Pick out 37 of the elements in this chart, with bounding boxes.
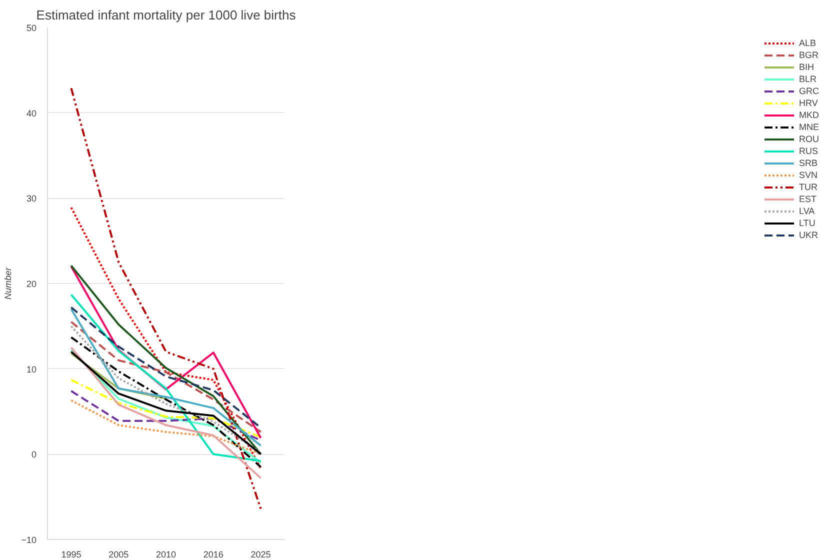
y-tick-label: 0	[31, 450, 37, 460]
legend-label: SRB	[799, 157, 819, 169]
y-tick-label: 10	[26, 364, 37, 374]
y-tick-label: 20	[26, 279, 37, 289]
line-series	[70, 378, 262, 438]
line-series	[70, 294, 262, 462]
legend-label: ALB	[799, 37, 818, 49]
y-tick-label: 30	[26, 194, 37, 204]
legend-label: LTU	[799, 217, 816, 229]
legend-label: BIH	[799, 61, 816, 73]
legend-label: EST	[799, 193, 818, 205]
legend-label: UKR	[799, 229, 819, 241]
line-series	[70, 206, 262, 470]
y-tick-label: 50	[26, 23, 37, 33]
legend-label: BGR	[799, 49, 819, 61]
x-tick-label: 1995	[61, 550, 82, 560]
legend-label: HRV	[799, 97, 819, 109]
legend-label: MKD	[799, 109, 819, 121]
chart-title: Estimated infant mortality per 1000 live births	[36, 8, 296, 22]
x-tick-label: 2016	[203, 550, 224, 560]
y-tick-label: 40	[26, 108, 37, 118]
line-series	[70, 399, 262, 456]
legend-label: MNE	[799, 121, 819, 133]
x-tick-label: 2025	[250, 550, 271, 560]
y-tick-label: −10	[21, 535, 37, 545]
x-tick-label: 2010	[156, 550, 176, 560]
y-axis-title: Number	[3, 266, 14, 300]
legend-label: ROU	[799, 133, 819, 145]
legend-label: GRC	[799, 85, 819, 97]
x-tick-label: 2005	[108, 550, 129, 560]
legend-label: SVN	[799, 169, 819, 181]
line-series	[70, 87, 262, 510]
legend-label: TUR	[799, 181, 818, 193]
legend-label: BLR	[799, 73, 818, 85]
line-series	[70, 325, 262, 454]
legend-label: RUS	[799, 145, 819, 157]
legend-label: LVA	[799, 205, 816, 217]
